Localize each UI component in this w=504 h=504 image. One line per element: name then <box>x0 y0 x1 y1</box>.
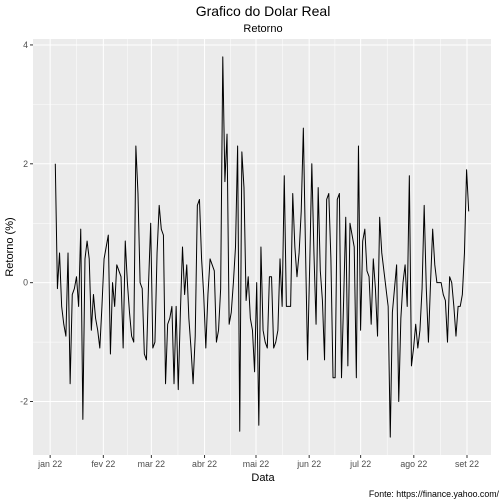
x-axis: jan 22 fev 22 mar 22 abr 22 mai 22 jun 22 jul … <box>37 455 479 469</box>
y-tick-label: -2 <box>20 397 28 407</box>
chart-title: Grafico do Dolar Real <box>196 3 331 19</box>
y-tick-label: 2 <box>23 159 28 169</box>
x-tick-label: jun 22 <box>296 459 321 469</box>
y-axis: 4 2 0 -2 <box>20 40 33 407</box>
x-tick-label: set 22 <box>455 459 479 469</box>
x-tick-label: abr 22 <box>192 459 217 469</box>
y-tick-label: 4 <box>23 40 28 50</box>
x-tick-label: jul 22 <box>349 459 371 469</box>
chart-caption: Fonte: https://finance.yahoo.com/ <box>369 489 500 499</box>
x-tick-label: ago 22 <box>400 459 427 469</box>
chart-subtitle: Retorno <box>243 23 282 35</box>
x-tick-label: mai 22 <box>243 459 270 469</box>
y-axis-title: Retorno (%) <box>4 217 16 276</box>
y-tick-label: 0 <box>23 278 28 288</box>
series-line <box>54 56 470 438</box>
x-tick-label: jan 22 <box>37 459 62 469</box>
plot-panel <box>33 39 491 455</box>
x-tick-label: fev 22 <box>91 459 115 469</box>
minor-gridlines <box>33 39 491 455</box>
x-axis-title: Data <box>251 472 275 484</box>
x-tick-label: mar 22 <box>138 459 165 469</box>
